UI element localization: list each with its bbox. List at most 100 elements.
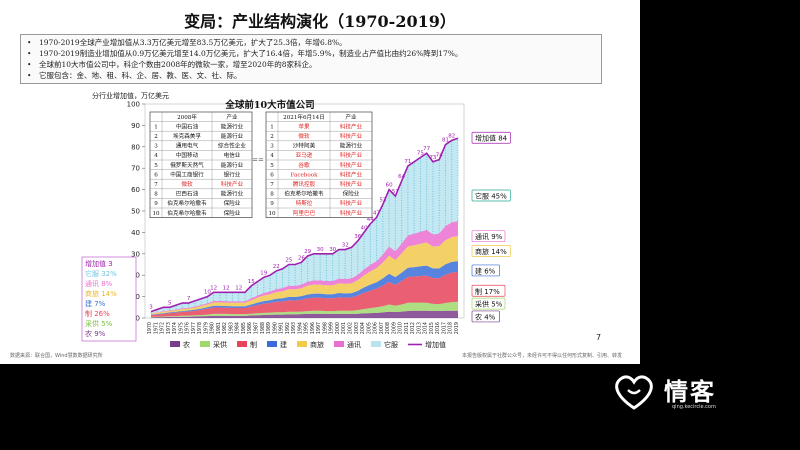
legend-label: 通讯 (347, 340, 361, 349)
table-2021-cell: 阿里巴巴 (293, 209, 316, 217)
x-tick-label: 1979 (203, 322, 209, 334)
table-2008-cell: 俄罗斯天然气 (170, 161, 204, 169)
total-data-label: 81 (442, 138, 449, 144)
bullet-dot: • (27, 71, 32, 80)
bullet-text: 它服包含：金、地、租、科、企、居、教、医、文、社、际。 (39, 71, 242, 80)
legend-label: 制 (250, 340, 257, 349)
x-tick-label: 1984 (235, 322, 241, 334)
x-tick-label: 2007 (379, 322, 385, 334)
left-callout-box (81, 256, 137, 342)
table-2008-cell: 伯克希尔哈撒韦 (167, 209, 207, 217)
x-tick-label: 2018 (448, 322, 454, 334)
x-tick-label: 1971 (153, 322, 159, 334)
table-2021-cell: 苹果 (298, 122, 310, 130)
x-tick-label: 1980 (210, 322, 216, 334)
table-2008-cell: 伯克希尔哈撒韦 (167, 199, 207, 207)
legend-label: 它服 (384, 340, 398, 349)
y-tick-label: 70 (131, 165, 140, 173)
x-tick-label: 1990 (272, 322, 278, 334)
y-tick-label: 90 (131, 122, 140, 130)
legend-label: 增加值 (425, 340, 446, 349)
total-data-label: 74 (436, 153, 443, 159)
legend-label: 采供 (213, 340, 227, 349)
y-tick-label: 100 (127, 101, 140, 109)
x-tick-label: 2011 (404, 322, 410, 334)
total-data-label: 82 (448, 133, 455, 139)
x-tick-label: 1987 (254, 322, 260, 334)
x-tick-label: 1977 (191, 322, 197, 334)
bullet-item: • 它服包含：金、地、租、科、企、居、教、医、文、社、际。 (27, 70, 595, 81)
table-2021-cell: 保险业 (343, 190, 360, 198)
table-2008-cell: 2008年 (177, 113, 197, 121)
unit-label: 分行业增加值，万亿美元 (92, 92, 169, 100)
legend-swatch (170, 341, 180, 347)
series-area-制 (151, 271, 458, 317)
total-data-label: 36 (354, 234, 361, 240)
table-2021-cell: 科技产业 (340, 170, 363, 178)
total-data-label: 25 (285, 258, 292, 264)
total-data-label: 30 (317, 247, 324, 253)
table-2008-cell: 3 (154, 144, 158, 150)
table-2021-cell: 7 (270, 182, 274, 188)
x-tick-label: 2014 (423, 322, 429, 334)
x-tick-label: 2006 (373, 322, 379, 334)
table-2008-cell: 中国石油 (176, 122, 199, 130)
heart-logo-icon (615, 375, 653, 410)
x-tick-label: 1985 (241, 322, 247, 334)
table-2021-cell: 特斯拉 (296, 199, 313, 207)
table-2021-cell: 腾讯控股 (293, 180, 316, 188)
x-tick-label: 2017 (441, 322, 447, 334)
table-2021-cell: 9 (270, 201, 274, 207)
right-callout-label: 建 6% (475, 266, 496, 275)
total-data-label: 64 (398, 174, 405, 180)
table-2021-cell: 沙特阿美 (293, 142, 316, 150)
x-tick-label: 1981 (216, 322, 222, 334)
left-callout-label: 商旅 14% (85, 289, 117, 298)
x-tick-label: 1991 (279, 322, 285, 334)
table-2008-cell: 1 (154, 124, 158, 130)
x-tick-label: 1975 (178, 322, 184, 334)
x-tick-label: 1992 (285, 322, 291, 334)
table-2021-cell: 科技产业 (340, 161, 363, 169)
x-tick-label: 2015 (429, 322, 435, 334)
table-2021-cell: 2 (270, 134, 274, 140)
total-data-label: 77 (423, 146, 430, 152)
total-data-label: 71 (404, 159, 411, 165)
table-2008-cell: 能源行业 (221, 122, 244, 130)
x-tick-label: 1983 (228, 322, 234, 334)
total-data-label: 73 (429, 155, 436, 161)
total-data-label: 40 (361, 225, 368, 231)
x-tick-label: 2005 (366, 322, 372, 334)
bullet-item: • 1970-2019制造业增加值从0.9万亿美元增至14.0万亿美元，扩大了16… (27, 48, 595, 59)
total-data-label: 57 (392, 189, 399, 195)
x-tick-label: 2004 (360, 322, 366, 334)
total-data-label: 5 (168, 300, 172, 306)
table-2008-cell: 电信业 (224, 151, 241, 159)
right-callout-box (471, 297, 506, 310)
table-2021-cell: Facebook (291, 172, 319, 178)
total-data-label: 47 (373, 210, 380, 216)
legend-label: 建 (280, 340, 287, 349)
x-tick-label: 1978 (197, 322, 203, 334)
total-data-label: 12 (210, 285, 217, 291)
table-2021-cell: 能源行业 (340, 142, 363, 150)
logo-url: qing.kecircle.com (672, 404, 716, 410)
legend-swatch (237, 341, 247, 347)
bullet-text: 1970-2019全球产业增加值从3.3万亿美元增至83.5万亿美元，扩大了25… (39, 38, 347, 47)
series-area-它服 (151, 138, 458, 314)
page-number: 7 (596, 333, 602, 342)
x-tick-label: 2016 (435, 322, 441, 334)
left-callout-label: 增加值 3 (85, 259, 113, 268)
logo-text: 情客 (664, 378, 716, 406)
table-2021-cell: 10 (268, 211, 276, 217)
table-2021-cell: 科技产业 (340, 209, 363, 217)
table-2008-cell: 银行业 (224, 170, 241, 178)
table-2008-cell: 8 (154, 192, 158, 198)
x-tick-label: 1996 (310, 322, 316, 334)
table-2021-cell: 科技产业 (340, 151, 363, 159)
table-2008-frame (149, 111, 253, 218)
y-tick-label: 0 (136, 315, 140, 323)
legend-swatch (371, 341, 381, 347)
y-tick-label: 40 (131, 229, 140, 237)
right-callout-box (471, 189, 511, 202)
